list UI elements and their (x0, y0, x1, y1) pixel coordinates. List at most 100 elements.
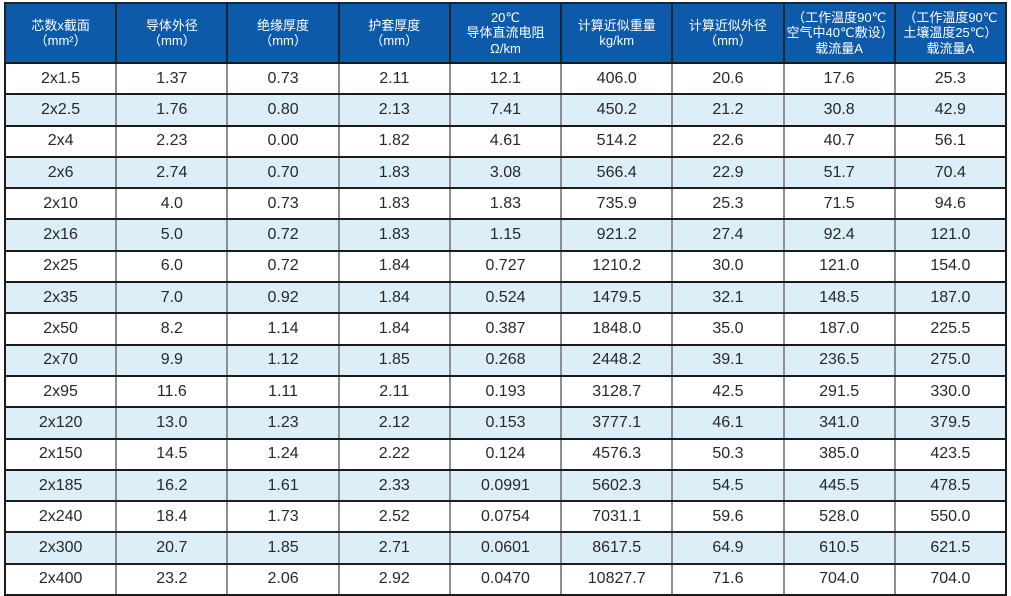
table-row-2x50: 2x50 8.2 1.14 1.84 0.387 1848.0 35.0 187.0 225.5 (6, 312, 1005, 344)
table-row-2x70: 2x70 9.9 1.12 1.85 0.268 2448.2 39.1 236.5 275.0 (6, 343, 1005, 375)
table-row-2x300: 2x300 20.7 1.85 2.71 0.0601 8617.5 64.9 610.5 62… (6, 531, 1005, 563)
table-body: 2x1.5 1.37 0.73 2.11 12.1 406.0 20.6 17.6 25.3 2x… (4, 62, 1007, 596)
table-cell: 2x150 (6, 439, 118, 469)
table-cell: 341.0 (785, 408, 896, 438)
header-line: （mm） (147, 33, 196, 48)
table-cell: 1210.2 (562, 251, 674, 282)
header-line: （mm²） (34, 33, 87, 48)
table-cell: 1.61 (228, 470, 340, 501)
table-cell: 2.52 (340, 502, 451, 532)
table-row-2x240: 2x240 18.4 1.73 2.52 0.0754 7031.1 59.6 528.0 55… (6, 500, 1005, 532)
header-cell-4: 20℃ 导体直流电阻 Ω/km (451, 4, 563, 62)
table-cell: 2.23 (117, 126, 229, 156)
table-cell: 0.193 (451, 376, 563, 407)
table-cell: 1.82 (340, 126, 451, 156)
table-cell: 71.6 (673, 564, 785, 595)
table-cell: 2x95 (6, 376, 118, 407)
header-line: 载流量A (815, 40, 863, 56)
table-cell: 0.70 (228, 157, 340, 188)
table-cell: 187.0 (785, 314, 896, 344)
table-cell: 2448.2 (562, 345, 674, 375)
table-cell: 71.5 (785, 189, 896, 219)
table-cell: 1.83 (340, 157, 451, 188)
table-cell: 0.387 (451, 314, 563, 344)
table-cell: 16.2 (117, 470, 229, 501)
table-cell: 1.24 (228, 439, 340, 469)
table-cell: 11.6 (117, 376, 229, 407)
table-cell: 275.0 (930, 351, 971, 369)
table-cell: 2x25 (6, 251, 118, 282)
table-cell: 1.83 (340, 220, 451, 250)
table-cell: 40.7 (785, 126, 896, 156)
table-cell: 2.11 (340, 64, 451, 94)
header-line: （工作温度90℃ (903, 9, 998, 25)
table-cell: 121.0 (785, 251, 896, 282)
table-cell: 187.0 (930, 288, 971, 306)
table-cell: 21.2 (673, 95, 785, 125)
table-cell: 1.37 (117, 64, 229, 94)
header-line: 土壤温度25℃） (903, 25, 998, 41)
table-cell: 2x50 (6, 314, 118, 344)
table-cell: 56.1 (934, 132, 966, 150)
table-cell: 406.0 (562, 64, 674, 94)
header-cell-5: 计算近似重量 kg/km (562, 4, 674, 62)
table-cell: 0.73 (228, 189, 340, 219)
table-cell: 0.80 (228, 95, 340, 125)
table-cell: 30.0 (673, 251, 785, 282)
table-cell: 42.9 (934, 100, 966, 118)
table-cell: 621.5 (930, 539, 971, 557)
table-cell: 704.0 (930, 570, 971, 588)
table-cell: 121.0 (930, 226, 971, 244)
table-cell: 22.9 (673, 157, 785, 188)
table-cell: 0.72 (228, 251, 340, 282)
table-cell: 2.22 (340, 439, 451, 469)
header-line: 20℃ (490, 9, 521, 25)
table-cell: 330.0 (930, 382, 971, 400)
header-line: 计算近似外径 (688, 17, 767, 33)
table-cell: 12.1 (451, 64, 563, 94)
header-line: 计算近似重量 (577, 17, 656, 33)
table-row-2x400: 2x400 23.2 2.06 2.92 0.0470 10827.7 71.6 704.0 7… (6, 562, 1005, 595)
table-cell: 1.76 (117, 95, 229, 125)
table-cell: 7.41 (451, 95, 563, 125)
table-cell: 8617.5 (562, 533, 674, 563)
table-cell: 1.84 (340, 251, 451, 282)
table-row-2x95: 2x95 11.6 1.11 2.11 0.193 3128.7 42.5 291.5 330.… (6, 374, 1005, 407)
table-cell: 423.5 (930, 445, 971, 463)
table-cell: 50.3 (673, 439, 785, 469)
table-cell: 92.4 (785, 220, 896, 250)
table-cell: 154.0 (930, 257, 971, 275)
header-line: （mm） (259, 33, 307, 48)
table-cell: 0.524 (451, 283, 563, 313)
header-cell-2: 绝缘厚度 （mm） (228, 4, 340, 62)
header-cell-6: 计算近似外径 （mm） (673, 4, 785, 62)
table-cell: 1.12 (228, 345, 340, 375)
table-cell: 236.5 (785, 345, 896, 375)
table-cell: 3128.7 (562, 376, 674, 407)
table-cell: 225.5 (930, 320, 971, 338)
table-row-2x150: 2x150 14.5 1.24 2.22 0.124 4576.3 50.3 385.0 423… (6, 437, 1005, 469)
table-cell: 1.73 (228, 502, 340, 532)
table-cell: 0.153 (451, 408, 563, 438)
table-cell: 13.0 (117, 408, 229, 438)
table-cell: 30.8 (785, 95, 896, 125)
table-cell: 20.6 (673, 64, 785, 94)
header-line: Ω/km (490, 40, 521, 56)
table-row-2x120: 2x120 13.0 1.23 2.12 0.153 3777.1 46.1 341.0 379… (6, 406, 1005, 438)
header-line: （mm） (370, 33, 419, 48)
table-cell: 2.71 (340, 533, 451, 563)
table-cell: 2.11 (340, 376, 451, 407)
table-cell: 42.5 (673, 376, 785, 407)
table-cell: 1479.5 (562, 283, 674, 313)
table-cell: 64.9 (673, 533, 785, 563)
table-cell: 610.5 (785, 533, 896, 563)
header-cell-1: 导体外径 （mm） (117, 4, 229, 62)
table-cell: 0.72 (228, 220, 340, 250)
table-cell: 478.5 (930, 476, 971, 494)
header-line: 导体外径 (145, 17, 198, 33)
table-cell: 51.7 (785, 157, 896, 188)
table-cell: 1.85 (228, 533, 340, 563)
table-cell: 6.0 (117, 251, 229, 282)
table-cell: 2x400 (6, 564, 118, 595)
